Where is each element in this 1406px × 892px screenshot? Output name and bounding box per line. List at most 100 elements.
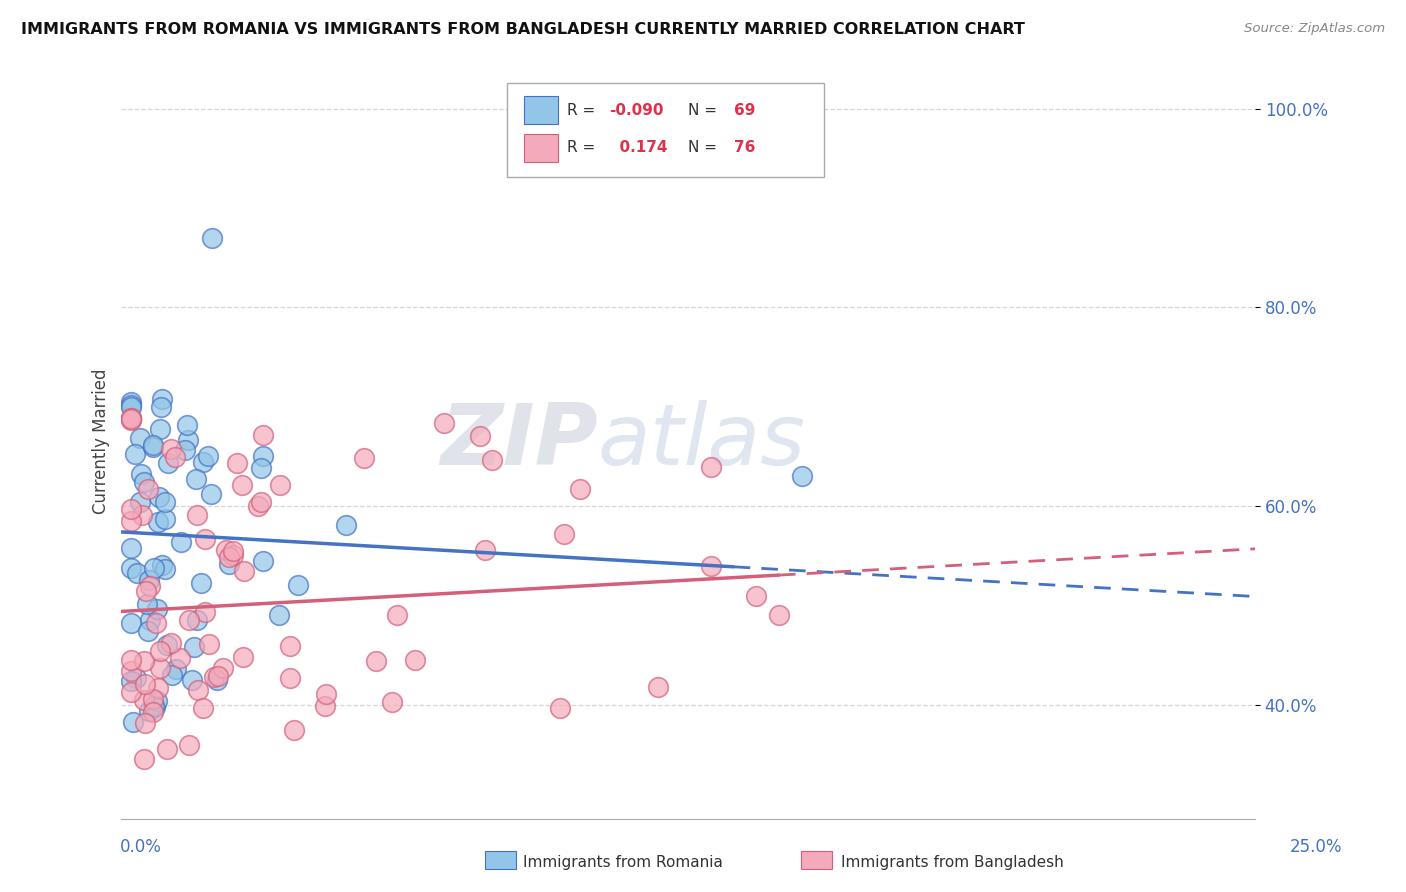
Point bbox=[250, 460, 273, 475]
Point bbox=[194, 533, 217, 547]
Point bbox=[153, 562, 176, 576]
Point bbox=[132, 692, 155, 706]
Point bbox=[145, 699, 167, 714]
Point bbox=[207, 673, 229, 688]
Point bbox=[142, 440, 165, 454]
Point bbox=[183, 640, 205, 654]
Point bbox=[129, 495, 152, 509]
Point bbox=[232, 650, 254, 665]
Point bbox=[193, 605, 215, 619]
Text: IMMIGRANTS FROM ROMANIA VS IMMIGRANTS FROM BANGLADESH CURRENTLY MARRIED CORRELAT: IMMIGRANTS FROM ROMANIA VS IMMIGRANTS FR… bbox=[21, 22, 1025, 37]
Point bbox=[132, 475, 155, 490]
Point bbox=[252, 553, 274, 567]
Point bbox=[120, 399, 142, 413]
Point bbox=[138, 704, 160, 718]
Point bbox=[335, 517, 357, 532]
Point bbox=[201, 231, 224, 245]
Point bbox=[212, 661, 235, 675]
Y-axis label: Currently Married: Currently Married bbox=[93, 368, 110, 515]
Point bbox=[159, 442, 181, 456]
Point bbox=[150, 401, 173, 415]
Point bbox=[647, 680, 669, 694]
Point bbox=[222, 544, 245, 558]
Point bbox=[202, 670, 225, 684]
Point bbox=[218, 549, 240, 564]
Point bbox=[269, 608, 291, 623]
Point bbox=[404, 653, 426, 667]
Point bbox=[134, 677, 156, 691]
Point bbox=[120, 400, 142, 414]
Point bbox=[120, 395, 142, 409]
Point bbox=[146, 515, 169, 529]
Text: atlas: atlas bbox=[598, 400, 806, 483]
Point bbox=[150, 558, 173, 573]
Point bbox=[156, 742, 179, 756]
Point bbox=[124, 672, 146, 686]
FancyBboxPatch shape bbox=[524, 134, 558, 162]
Point bbox=[193, 455, 215, 469]
Point bbox=[180, 673, 202, 687]
Point bbox=[315, 687, 337, 701]
Text: 0.0%: 0.0% bbox=[120, 838, 162, 856]
Point bbox=[138, 613, 160, 627]
Point bbox=[131, 467, 153, 481]
Point bbox=[142, 706, 165, 720]
Point bbox=[155, 495, 177, 509]
Point bbox=[142, 438, 165, 452]
Point bbox=[131, 508, 153, 523]
Point bbox=[125, 566, 148, 581]
FancyBboxPatch shape bbox=[506, 83, 824, 178]
Point bbox=[160, 636, 183, 650]
Point bbox=[120, 653, 142, 667]
Point bbox=[120, 674, 142, 689]
Point bbox=[149, 422, 172, 436]
Point bbox=[145, 615, 167, 630]
Point bbox=[143, 698, 166, 713]
Point bbox=[120, 664, 142, 678]
Point bbox=[146, 681, 169, 695]
Point bbox=[468, 428, 491, 442]
Point bbox=[269, 478, 291, 492]
Point bbox=[148, 490, 170, 504]
Point bbox=[134, 654, 156, 668]
Point bbox=[190, 575, 212, 590]
Point bbox=[381, 695, 404, 709]
Point bbox=[745, 589, 768, 603]
Text: R =: R = bbox=[567, 103, 600, 118]
FancyBboxPatch shape bbox=[524, 95, 558, 125]
Point bbox=[222, 549, 245, 563]
Point bbox=[136, 624, 159, 639]
Point bbox=[142, 561, 165, 575]
Text: -0.090: -0.090 bbox=[609, 103, 664, 118]
Text: 69: 69 bbox=[734, 103, 755, 118]
Point bbox=[128, 431, 150, 445]
Point bbox=[197, 636, 219, 650]
Point bbox=[165, 662, 187, 676]
Point bbox=[568, 483, 591, 497]
Point bbox=[283, 723, 305, 738]
Point bbox=[120, 410, 142, 425]
Point bbox=[278, 671, 301, 685]
Point bbox=[160, 668, 183, 682]
Point bbox=[177, 434, 200, 448]
Point bbox=[187, 682, 209, 697]
Point bbox=[385, 607, 408, 622]
Point bbox=[215, 542, 238, 557]
Point bbox=[136, 597, 159, 611]
Point bbox=[139, 579, 162, 593]
Point bbox=[553, 527, 575, 541]
Text: 76: 76 bbox=[734, 140, 755, 155]
Point bbox=[207, 668, 229, 682]
Point bbox=[186, 508, 208, 523]
Point bbox=[353, 450, 375, 465]
Point bbox=[433, 416, 456, 430]
Point bbox=[136, 482, 159, 496]
Point bbox=[200, 487, 222, 501]
Point bbox=[252, 428, 274, 442]
Point bbox=[177, 613, 200, 627]
Text: Source: ZipAtlas.com: Source: ZipAtlas.com bbox=[1244, 22, 1385, 36]
Text: Immigrants from Bangladesh: Immigrants from Bangladesh bbox=[841, 855, 1063, 870]
Point bbox=[474, 542, 496, 557]
Point bbox=[314, 698, 336, 713]
Point bbox=[280, 640, 302, 654]
